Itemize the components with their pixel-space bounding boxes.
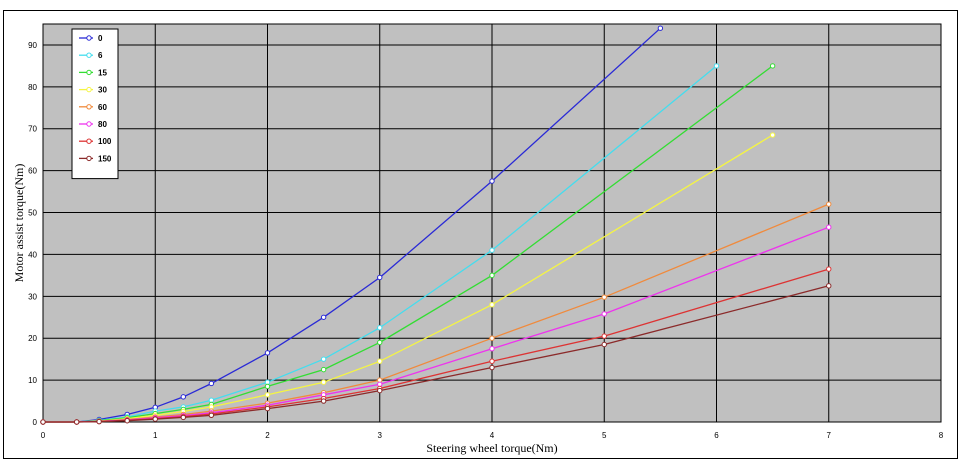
data-point	[377, 339, 383, 346]
y-tick-label: 20	[28, 334, 37, 343]
legend-label: 15	[98, 68, 107, 77]
x-axis-title: Steering wheel torque(Nm)	[426, 441, 557, 455]
data-point	[657, 25, 664, 31]
data-point	[320, 398, 327, 404]
legend-item-30: 30	[79, 86, 107, 95]
series-layer	[40, 25, 832, 425]
legend-items: 0 6 15 30 60 80 100 150	[79, 34, 112, 163]
y-tick-label: 0	[33, 418, 38, 427]
legend: 0 6 15 30 60 80 100 150	[71, 28, 119, 180]
data-point	[601, 311, 607, 317]
legend-item-6: 6	[79, 51, 103, 60]
y-tick-label: 90	[28, 41, 37, 50]
data-point	[208, 380, 215, 387]
legend-item-80: 80	[79, 120, 107, 129]
x-tick-label: 0	[41, 431, 46, 440]
legend-swatch-marker	[86, 86, 92, 93]
data-point	[152, 416, 158, 422]
legend-label: 100	[98, 137, 112, 146]
data-point	[96, 418, 102, 425]
legend-label: 150	[98, 154, 112, 163]
legend-item-0: 0	[79, 34, 103, 43]
y-tick-label: 40	[28, 250, 37, 259]
data-point	[601, 333, 607, 339]
data-point	[489, 358, 495, 364]
legend-item-150: 150	[79, 154, 112, 163]
data-point	[489, 335, 495, 341]
data-point	[489, 178, 495, 184]
y-axis-title: Motor assist torque(Nm)	[12, 164, 26, 283]
x-tick-label: 8	[939, 431, 944, 440]
y-axis-ticks: 0 10 20 30 40 50 60 70 80 90	[28, 41, 37, 427]
data-point	[769, 63, 776, 69]
legend-item-100: 100	[79, 137, 112, 146]
data-point	[769, 132, 776, 138]
x-tick-label: 7	[827, 431, 832, 440]
y-tick-label: 10	[28, 376, 37, 385]
data-point	[320, 356, 327, 362]
legend-box	[71, 28, 119, 180]
data-point	[826, 201, 832, 207]
legend-label: 6	[98, 51, 103, 60]
data-point	[320, 314, 327, 320]
data-point	[826, 283, 832, 289]
y-tick-label: 70	[28, 125, 37, 134]
x-tick-label: 6	[714, 431, 719, 440]
x-tick-label: 4	[490, 431, 495, 440]
data-point	[826, 266, 832, 272]
data-point	[377, 325, 383, 331]
data-point	[489, 247, 495, 253]
legend-label: 0	[98, 34, 103, 43]
y-tick-label: 30	[28, 292, 37, 301]
data-point	[264, 350, 271, 356]
y-tick-label: 60	[28, 167, 37, 176]
data-point	[208, 412, 215, 418]
x-tick-label: 1	[153, 431, 158, 440]
data-point	[264, 405, 271, 412]
legend-swatch-marker	[86, 35, 92, 41]
grid-lines	[42, 24, 942, 423]
data-point	[40, 419, 46, 425]
data-point	[601, 294, 607, 300]
legend-label: 80	[98, 120, 107, 129]
x-tick-label: 5	[602, 431, 607, 440]
data-point	[320, 366, 327, 373]
legend-swatch-marker	[86, 52, 92, 58]
y-tick-label: 80	[28, 83, 37, 92]
data-point	[73, 419, 80, 425]
legend-swatch-marker	[86, 121, 92, 127]
legend-item-60: 60	[79, 103, 107, 112]
data-point	[180, 414, 187, 421]
legend-swatch-marker	[86, 138, 92, 144]
data-point	[180, 394, 187, 400]
data-point	[713, 63, 720, 69]
x-tick-label: 2	[265, 431, 270, 440]
data-point	[489, 301, 495, 308]
series-150	[40, 283, 832, 425]
x-tick-label: 3	[378, 431, 383, 440]
legend-swatch-marker	[86, 104, 92, 110]
legend-swatch-marker	[86, 69, 92, 76]
data-point	[826, 224, 832, 230]
data-point	[377, 358, 383, 364]
y-tick-label: 50	[28, 209, 37, 218]
data-point	[124, 418, 130, 424]
data-point	[377, 387, 383, 394]
data-point	[489, 364, 495, 371]
legend-label: 60	[98, 103, 107, 112]
data-point	[489, 345, 495, 352]
legend-item-15: 15	[79, 68, 107, 77]
data-point	[601, 341, 607, 348]
x-axis-ticks: 0 1 2 3 4 5 6 7 8	[41, 431, 944, 440]
series-line-0	[43, 27, 661, 423]
legend-swatch-marker	[86, 155, 92, 162]
data-point	[320, 379, 327, 385]
data-point	[264, 383, 271, 390]
legend-label: 30	[98, 86, 107, 95]
data-point	[489, 272, 495, 279]
data-point	[377, 274, 383, 281]
data-point	[264, 392, 271, 398]
